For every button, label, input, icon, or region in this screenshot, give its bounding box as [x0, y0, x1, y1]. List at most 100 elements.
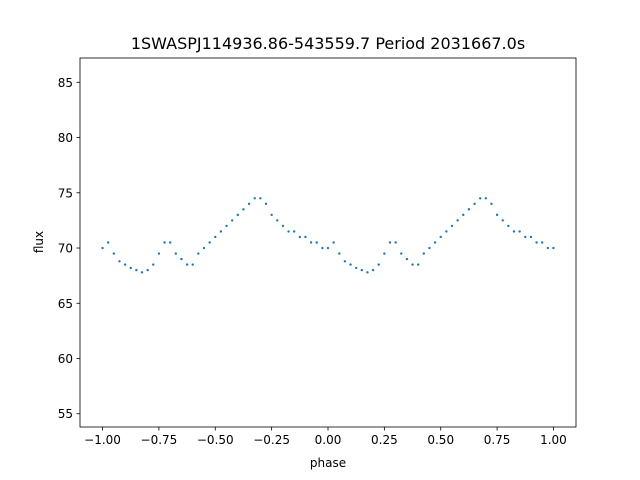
x-axis-ticks: −1.00 −0.75 −0.50 −0.25 0.00 0.25 0.50 0.75 1.00 [84, 427, 567, 447]
data-point [400, 252, 403, 255]
data-point [197, 252, 200, 255]
data-point [473, 202, 476, 206]
data-point [546, 246, 550, 250]
data-point [394, 241, 397, 244]
data-point [118, 260, 121, 263]
data-point [264, 202, 268, 206]
data-point [349, 263, 352, 266]
data-point [371, 268, 375, 272]
data-point [298, 235, 302, 239]
data-point [135, 268, 138, 272]
y-tick-label: 60 [58, 352, 73, 366]
data-point [270, 213, 273, 217]
data-point [338, 252, 341, 255]
data-point [247, 202, 251, 206]
y-axis-ticks: 55 60 65 70 75 80 85 [58, 76, 80, 421]
y-tick-label: 85 [58, 76, 73, 90]
data-point [518, 230, 521, 233]
data-point [428, 246, 431, 250]
data-point [304, 235, 307, 239]
data-point [129, 266, 132, 270]
data-point [422, 252, 426, 255]
data-point [123, 263, 127, 266]
x-tick-label: −0.50 [197, 433, 234, 447]
data-point [202, 246, 206, 250]
data-point [332, 241, 335, 244]
data-point [208, 241, 211, 244]
data-point [180, 257, 183, 261]
data-point [287, 230, 290, 233]
data-point [219, 230, 223, 233]
data-point [450, 224, 454, 228]
data-point [292, 230, 296, 233]
data-point [191, 263, 194, 266]
x-tick-label: 0.25 [371, 433, 398, 447]
x-tick-label: −0.75 [141, 433, 178, 447]
data-point [259, 197, 262, 200]
data-point [377, 263, 380, 266]
data-point [242, 208, 245, 211]
data-point [535, 241, 538, 244]
data-point [360, 268, 364, 272]
x-tick-label: −1.00 [84, 433, 121, 447]
data-point [185, 263, 189, 266]
data-point [168, 241, 172, 244]
data-point [230, 219, 234, 222]
data-point [495, 213, 499, 217]
data-point [343, 260, 347, 263]
x-tick-label: −0.25 [253, 433, 290, 447]
x-axis-label: phase [310, 456, 346, 470]
data-point [140, 271, 144, 274]
data-point [411, 263, 414, 266]
x-tick-label: 0.75 [484, 433, 511, 447]
data-point [501, 219, 504, 222]
y-tick-label: 65 [58, 297, 73, 311]
data-point [253, 197, 256, 200]
data-point [405, 257, 409, 261]
data-point [326, 246, 330, 250]
data-point [552, 246, 555, 250]
data-point [214, 235, 217, 239]
data-point [163, 241, 166, 244]
data-point [507, 224, 510, 228]
data-point [106, 241, 110, 244]
data-point [146, 268, 149, 272]
data-point [354, 266, 358, 270]
data-point [388, 241, 392, 244]
data-point [467, 208, 471, 211]
data-point [101, 246, 104, 250]
y-tick-label: 70 [58, 242, 73, 256]
y-tick-label: 80 [58, 131, 73, 145]
data-point [281, 224, 285, 228]
data-point [524, 235, 527, 239]
data-point [309, 241, 313, 244]
data-point [383, 252, 386, 255]
data-point [478, 197, 482, 200]
data-point [540, 241, 544, 244]
data-point [416, 263, 420, 266]
scatter-points [101, 197, 555, 274]
data-point [490, 202, 493, 206]
x-tick-label: 1.00 [540, 433, 567, 447]
data-point [276, 219, 279, 222]
data-point [529, 235, 533, 239]
x-tick-label: 0.00 [315, 433, 342, 447]
y-tick-label: 55 [58, 407, 73, 421]
data-point [315, 241, 318, 244]
data-point [462, 213, 465, 217]
data-point [439, 235, 442, 239]
data-point [174, 252, 178, 255]
data-point [157, 252, 161, 255]
x-tick-label: 0.50 [427, 433, 454, 447]
data-point [152, 263, 155, 266]
data-point [512, 230, 516, 233]
y-tick-label: 75 [58, 186, 73, 200]
chart-title: 1SWASPJ114936.86-543559.7 Period 2031667… [131, 34, 525, 53]
data-point [321, 246, 324, 250]
data-point [433, 241, 437, 244]
data-point [225, 224, 228, 228]
data-point [484, 197, 488, 200]
data-point [112, 252, 116, 255]
